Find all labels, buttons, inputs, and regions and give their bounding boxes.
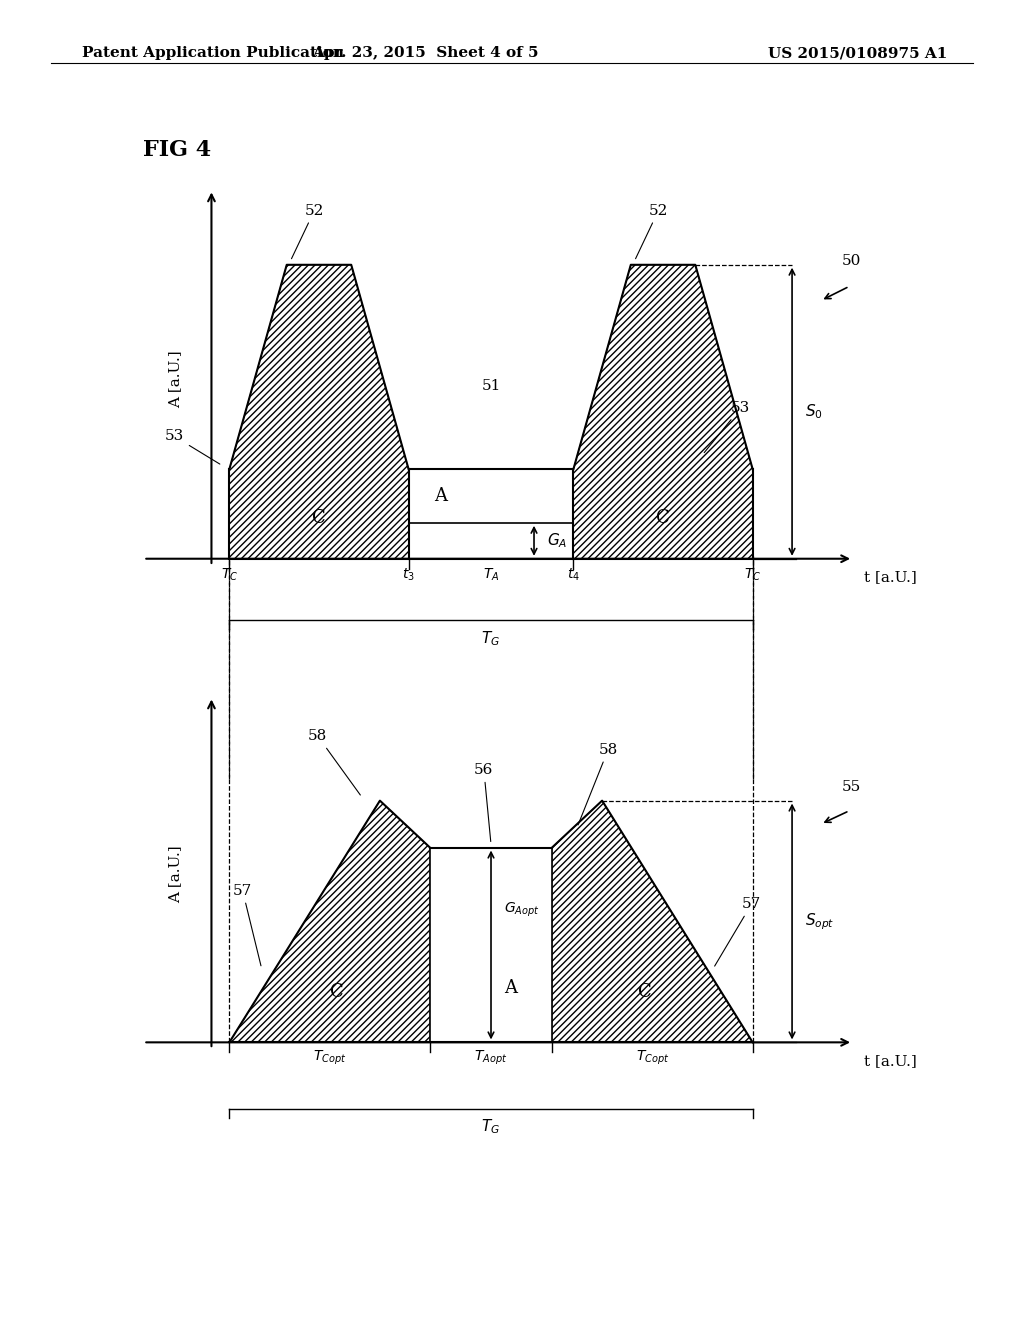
Text: C: C: [638, 983, 652, 1001]
Polygon shape: [552, 801, 753, 1043]
Text: C: C: [656, 508, 670, 527]
Text: Apr. 23, 2015  Sheet 4 of 5: Apr. 23, 2015 Sheet 4 of 5: [311, 46, 539, 61]
Text: $T_G$: $T_G$: [481, 1117, 501, 1137]
Text: $t_4$: $t_4$: [567, 566, 580, 583]
Polygon shape: [229, 801, 430, 1043]
Text: US 2015/0108975 A1: US 2015/0108975 A1: [768, 46, 947, 61]
Text: FIG 4: FIG 4: [143, 139, 212, 161]
Text: 51: 51: [481, 379, 501, 393]
Text: A: A: [434, 487, 447, 506]
Text: A [a.U.]: A [a.U.]: [169, 846, 182, 903]
Text: 52: 52: [292, 203, 324, 259]
Text: 57: 57: [233, 883, 261, 966]
Polygon shape: [409, 469, 573, 523]
Text: $T_G$: $T_G$: [481, 628, 501, 648]
Text: 58: 58: [308, 729, 360, 795]
Text: 53: 53: [165, 429, 220, 465]
Polygon shape: [573, 265, 753, 558]
Text: 56: 56: [474, 763, 494, 842]
Text: $G_{Aopt}$: $G_{Aopt}$: [504, 900, 540, 919]
Text: Patent Application Publication: Patent Application Publication: [82, 46, 344, 61]
Polygon shape: [430, 847, 552, 1043]
Text: t [a.U.]: t [a.U.]: [863, 1053, 916, 1068]
Text: $S_0$: $S_0$: [805, 403, 822, 421]
Text: 53: 53: [705, 401, 751, 453]
Text: 52: 52: [636, 203, 668, 259]
Text: A [a.U.]: A [a.U.]: [169, 351, 182, 408]
Text: $T_C$: $T_C$: [744, 566, 761, 583]
Polygon shape: [229, 265, 409, 558]
Text: A: A: [504, 979, 517, 997]
Text: t [a.U.]: t [a.U.]: [863, 570, 916, 583]
Text: $S_{opt}$: $S_{opt}$: [805, 911, 835, 932]
Text: C: C: [312, 508, 326, 527]
Text: $T_{Copt}$: $T_{Copt}$: [313, 1049, 346, 1067]
Text: 58: 58: [579, 743, 617, 825]
Text: $G_A$: $G_A$: [547, 532, 567, 550]
Text: $T_{Aopt}$: $T_{Aopt}$: [474, 1049, 508, 1067]
Text: $T_A$: $T_A$: [482, 566, 500, 583]
Text: $T_C$: $T_C$: [221, 566, 238, 583]
Text: 57: 57: [715, 898, 761, 966]
Text: 50: 50: [842, 253, 861, 268]
Text: $t_3$: $t_3$: [402, 566, 415, 583]
Text: $T_{Copt}$: $T_{Copt}$: [636, 1049, 669, 1067]
Text: 55: 55: [842, 780, 861, 793]
Text: C: C: [330, 983, 344, 1001]
